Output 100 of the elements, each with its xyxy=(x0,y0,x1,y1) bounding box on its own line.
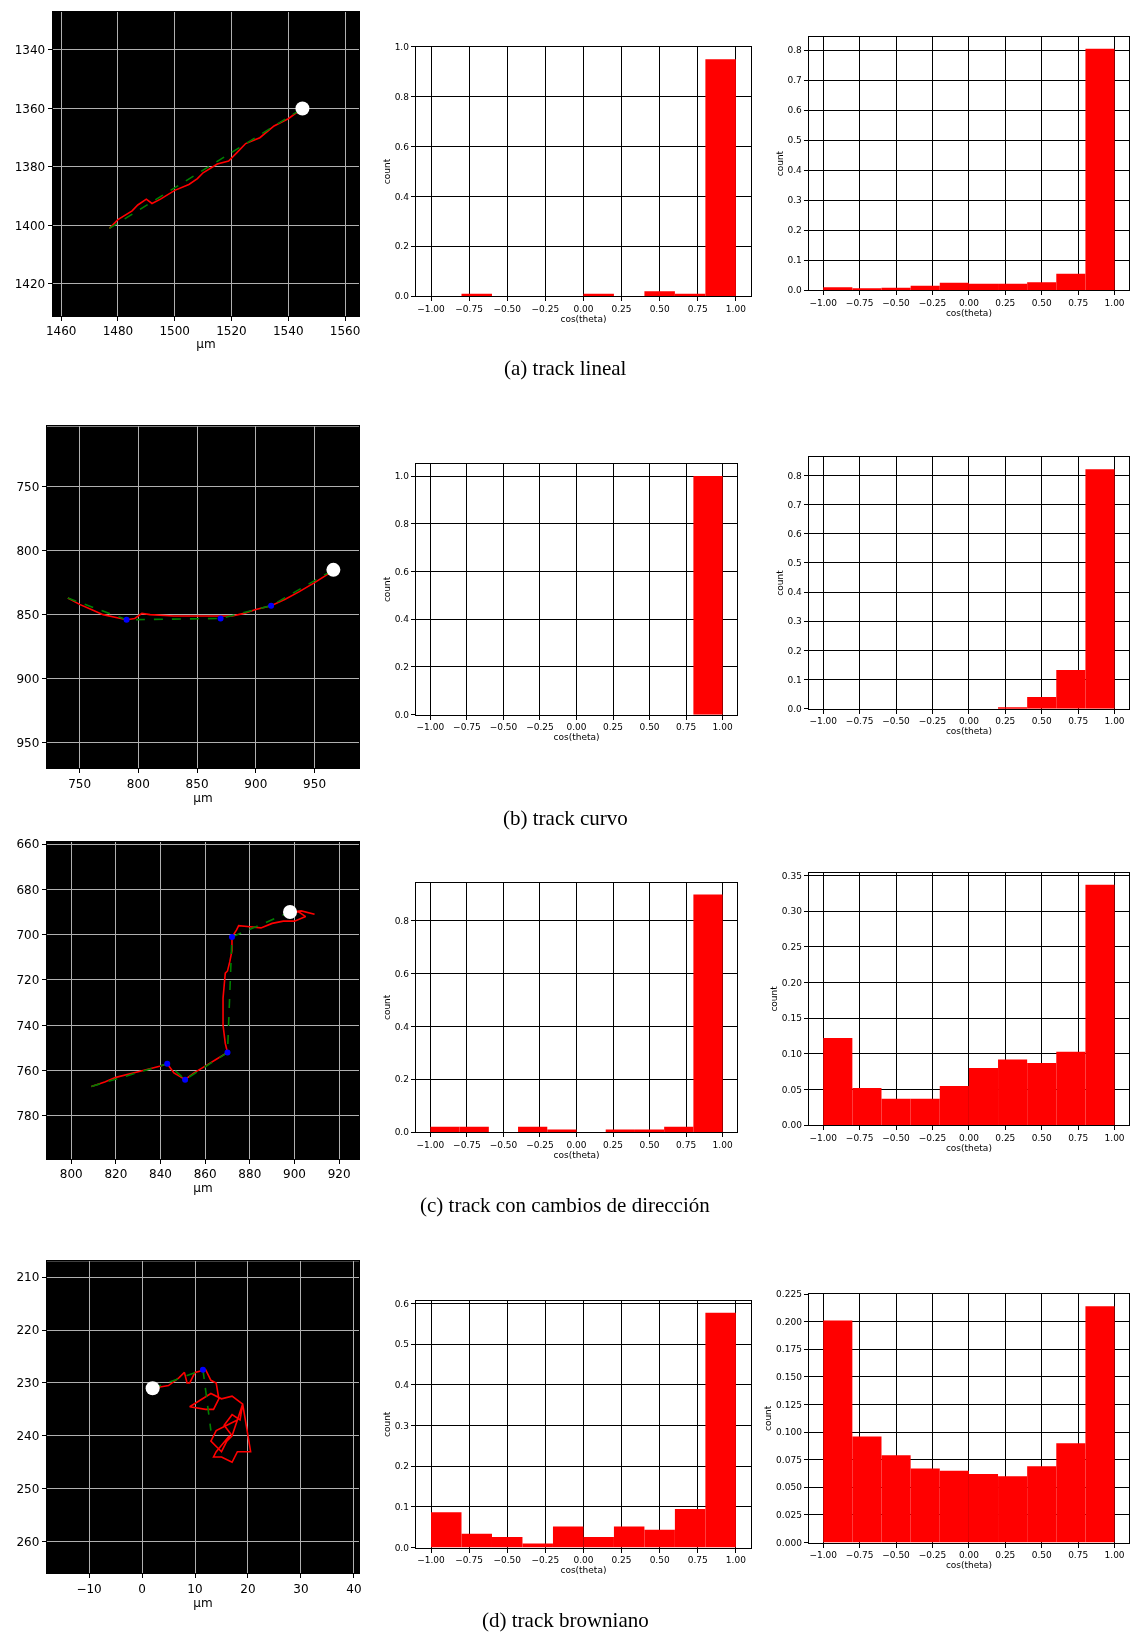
y-tick-label: 780 xyxy=(16,1109,40,1124)
x-tick-label: 0.50 xyxy=(649,1555,670,1566)
point xyxy=(123,616,130,623)
x-tick-label: −1.00 xyxy=(416,722,445,733)
x-tick-label: 900 xyxy=(244,776,268,791)
point xyxy=(164,1060,171,1067)
y-tick-label: 1340 xyxy=(14,43,46,58)
x-axis-title: cos(theta) xyxy=(560,1565,607,1576)
x-tick-label: 950 xyxy=(303,776,327,791)
x-tick-label: −0.25 xyxy=(918,298,947,309)
x-tick-label: −0.25 xyxy=(531,304,560,315)
y-tick-label: 0.35 xyxy=(781,870,802,881)
x-tick-label: 0.75 xyxy=(687,1555,708,1566)
point xyxy=(283,905,298,920)
y-axis-title: count xyxy=(774,569,785,596)
x-tick-label: 20 xyxy=(240,1581,256,1596)
y-tick-label: 240 xyxy=(16,1429,40,1444)
x-tick-label: −0.25 xyxy=(918,716,947,727)
y-tick-label: 0.2 xyxy=(394,241,409,252)
y-tick-label: 0.0 xyxy=(787,703,803,714)
x-axis-title: cos(theta) xyxy=(945,726,992,737)
x-tick-label: −0.75 xyxy=(453,1139,481,1150)
y-tick-label: 950 xyxy=(16,735,40,750)
x-tick-label: −0.50 xyxy=(493,304,522,315)
x-tick-label: 0.75 xyxy=(1068,1550,1089,1561)
x-tick-label: −0.50 xyxy=(489,1139,518,1150)
x-tick-label: 880 xyxy=(238,1167,262,1182)
y-tick-label: 0.05 xyxy=(781,1084,802,1095)
x-tick-label: −1.00 xyxy=(809,298,838,309)
x-tick-label: 0.25 xyxy=(611,304,632,315)
x-tick-label: 0.50 xyxy=(1031,1550,1053,1561)
y-tick-label: 230 xyxy=(16,1376,40,1391)
y-tick-label: 260 xyxy=(16,1534,40,1549)
y-tick-label: 0.4 xyxy=(394,614,410,625)
y-tick-label: 0.125 xyxy=(776,1399,802,1410)
y-tick-label: 0.4 xyxy=(394,191,410,202)
x-tick-label: 0.75 xyxy=(676,1139,697,1150)
x-tick-label: 0.00 xyxy=(566,722,587,733)
x-tick-label: −0.75 xyxy=(455,304,483,315)
y-tick-label: 0.075 xyxy=(776,1454,802,1465)
x-tick-label: −0.50 xyxy=(882,716,911,727)
y-tick-label: 1360 xyxy=(14,101,46,116)
y-tick-label: 0.050 xyxy=(776,1482,803,1493)
x-tick-label: 0.25 xyxy=(611,1555,632,1566)
y-tick-label: 800 xyxy=(16,543,40,558)
y-tick-label: 0.0 xyxy=(394,1542,410,1553)
y-tick-label: 0.1 xyxy=(787,255,802,266)
y-tick-label: 0.3 xyxy=(787,616,802,627)
y-tick-label: 0.200 xyxy=(776,1316,803,1327)
x-tick-label: 0.75 xyxy=(1068,1132,1089,1143)
x-tick-label: 0.50 xyxy=(649,304,670,315)
x-tick-label: 1540 xyxy=(272,324,304,339)
x-tick-label: −0.75 xyxy=(845,1132,874,1143)
y-tick-label: 0.5 xyxy=(787,135,802,146)
point xyxy=(228,933,235,940)
y-tick-label: 0.5 xyxy=(787,558,802,569)
x-axis-title: cos(theta) xyxy=(945,1560,992,1571)
y-tick-label: 0.6 xyxy=(394,566,410,577)
x-tick-label: 0.00 xyxy=(566,1139,587,1150)
x-tick-label: 1.00 xyxy=(725,304,747,315)
x-tick-label: 1500 xyxy=(159,324,190,339)
x-tick-label: 860 xyxy=(193,1167,217,1182)
x-tick-label: −0.25 xyxy=(526,722,554,733)
x-tick-label: −0.75 xyxy=(453,722,481,733)
y-tick-label: 0.025 xyxy=(776,1510,802,1521)
x-axis-title: cos(theta) xyxy=(560,314,607,325)
y-tick-label: 1400 xyxy=(14,218,46,233)
x-tick-label: 0.25 xyxy=(995,1132,1016,1143)
x-axis-title: cos(theta) xyxy=(945,1142,992,1153)
x-tick-label: 0.25 xyxy=(995,1550,1016,1561)
x-tick-label: 0.50 xyxy=(1031,716,1053,727)
y-tick-label: 740 xyxy=(16,1018,40,1033)
x-axis-title: µm xyxy=(196,337,216,352)
x-tick-label: 1480 xyxy=(102,324,134,339)
x-tick-label: 40 xyxy=(346,1581,362,1596)
x-tick-label: 0.00 xyxy=(958,298,980,309)
y-axis-title: count xyxy=(381,158,392,185)
x-axis-title: cos(theta) xyxy=(553,732,600,743)
x-tick-label: 900 xyxy=(283,1167,306,1182)
text: (c) track con cambios de dirección xyxy=(420,1193,711,1217)
point xyxy=(182,1076,189,1083)
y-axis-title: count xyxy=(381,1411,392,1437)
x-tick-label: 820 xyxy=(104,1167,128,1182)
y-tick-label: 0.1 xyxy=(394,1502,409,1512)
x-tick-label: 0.00 xyxy=(573,304,594,315)
x-tick-label: 750 xyxy=(68,776,92,791)
x-tick-label: 1520 xyxy=(216,324,247,339)
x-tick-label: 30 xyxy=(293,1581,309,1596)
x-tick-label: 920 xyxy=(327,1167,351,1182)
y-tick-label: 0.8 xyxy=(787,470,803,481)
x-tick-label: 1560 xyxy=(329,324,361,339)
y-tick-label: 0.2 xyxy=(394,1074,409,1085)
y-tick-label: 0.8 xyxy=(394,916,410,927)
x-tick-label: −0.75 xyxy=(455,1555,483,1566)
y-tick-label: 0.7 xyxy=(787,499,802,510)
y-tick-label: 0.225 xyxy=(776,1289,802,1300)
x-tick-label: −0.50 xyxy=(882,1550,911,1561)
y-tick-label: 0.1 xyxy=(787,674,802,685)
x-tick-label: 1.00 xyxy=(712,1139,733,1150)
y-tick-label: 0.3 xyxy=(394,1420,409,1431)
